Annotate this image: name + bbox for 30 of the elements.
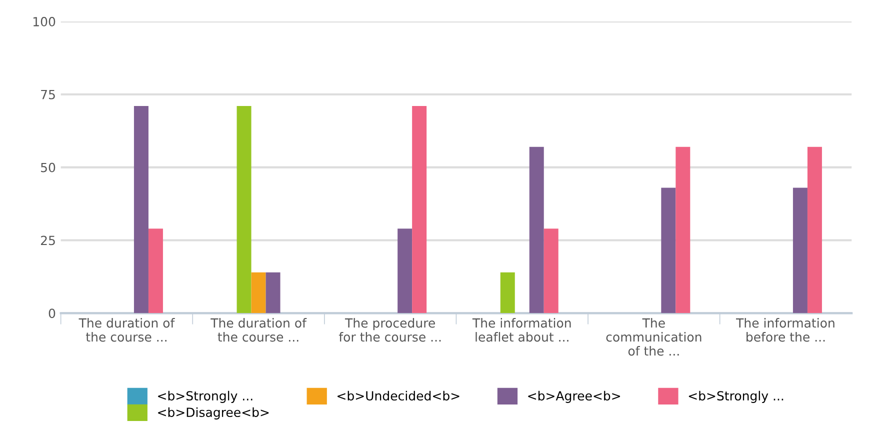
bar (807, 146, 822, 314)
y-tick-label: 25 (40, 236, 55, 246)
bar (676, 146, 690, 314)
x-tick-label: The duration of the course ... (78, 318, 175, 342)
bar (398, 228, 412, 314)
y-tick-label: 100 (33, 16, 56, 26)
bar (544, 228, 558, 314)
x-tick-label: The information before the ... (736, 318, 834, 342)
bar (500, 272, 515, 314)
x-tick-label: The communication of the ... (606, 318, 702, 356)
y-tick-label: 50 (41, 162, 56, 172)
x-tick-label: The procedure for the course ... (338, 318, 441, 342)
legend-label: <b>Strongly ... (688, 390, 784, 403)
bar (661, 188, 676, 314)
bar (529, 146, 544, 314)
y-tick-label: 0 (48, 308, 56, 318)
bar (412, 106, 427, 314)
bar (792, 188, 808, 314)
x-tick-label: The information leaflet about ... (472, 318, 571, 342)
legend-label: <b>Disagree<b> (158, 407, 269, 420)
x-tick-label: The duration of the course ... (210, 318, 307, 342)
bar (251, 272, 266, 314)
legend-label: <b>Strongly ... (158, 390, 252, 403)
y-tick-label: 75 (41, 90, 55, 100)
legend-label: <b>Agree<b> (528, 390, 620, 403)
bar (134, 106, 148, 314)
bar (236, 106, 252, 314)
bar (266, 272, 280, 314)
legend-label: <b>Undecided<b> (338, 390, 460, 401)
bar (148, 228, 163, 314)
